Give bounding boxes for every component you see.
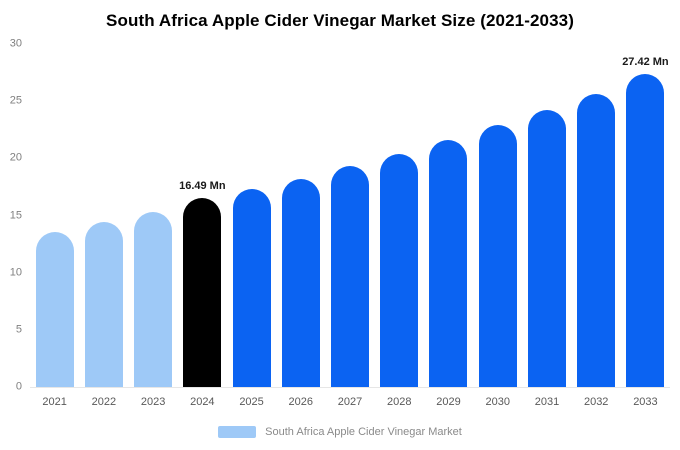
x-tick-label-2032: 2032 bbox=[583, 396, 609, 408]
bar-column-2024: 2024 16.49 Mn bbox=[178, 44, 227, 408]
bar-2027[interactable] bbox=[331, 166, 370, 387]
x-tick-label-2024: 2024 bbox=[190, 396, 215, 408]
x-tick-label-2025: 2025 bbox=[239, 396, 264, 408]
x-tick-label-2027: 2027 bbox=[337, 396, 363, 408]
x-tick-label-2033: 2033 bbox=[633, 396, 658, 408]
bar-2023[interactable] bbox=[134, 212, 173, 387]
bar-column-2031: 2031 bbox=[522, 44, 571, 408]
bar-column-2032: 2032 bbox=[572, 44, 621, 408]
bar-column-2023: 2023 bbox=[128, 44, 177, 408]
bar-column-2028: 2028 bbox=[375, 44, 424, 408]
y-tick-label-25: 25 bbox=[9, 94, 22, 107]
bar-column-2030: 2030 bbox=[473, 44, 522, 408]
bar-2029[interactable] bbox=[429, 140, 468, 387]
bar-2028[interactable] bbox=[380, 153, 419, 387]
x-tick-label-2030: 2030 bbox=[485, 396, 510, 408]
bar-column-2021: 2021 bbox=[30, 44, 79, 408]
x-tick-label-2023: 2023 bbox=[140, 396, 166, 408]
x-tick-label-2022: 2022 bbox=[91, 396, 117, 408]
y-tick-label-30: 30 bbox=[9, 37, 22, 50]
bar-2031[interactable] bbox=[527, 110, 566, 387]
plot-area: 2021 2022 2023 2024 16.49 Mn 2025 2026 2027 2028… bbox=[30, 44, 670, 409]
bar-2030[interactable] bbox=[478, 125, 517, 387]
y-tick-label-5: 5 bbox=[15, 323, 22, 336]
bar-2032[interactable] bbox=[577, 94, 616, 387]
x-tick-label-2029: 2029 bbox=[436, 396, 461, 408]
bar-2033[interactable] bbox=[626, 73, 665, 387]
bar-2024[interactable] bbox=[183, 198, 222, 387]
x-tick-label-2021: 2021 bbox=[42, 396, 67, 408]
chart-title: South Africa Apple Cider Vinegar Market … bbox=[106, 11, 574, 30]
bar-column-2033: 2033 27.42 Mn bbox=[621, 44, 670, 409]
legend[interactable]: South Africa Apple Cider Vinegar Market bbox=[0, 426, 680, 438]
x-tick-label-2026: 2026 bbox=[288, 396, 314, 408]
bar-2021[interactable] bbox=[35, 231, 74, 387]
x-tick-label-2028: 2028 bbox=[387, 396, 412, 408]
bar-2026[interactable] bbox=[281, 178, 320, 387]
bar-2022[interactable] bbox=[84, 221, 123, 387]
bar-column-2026: 2026 bbox=[276, 44, 325, 408]
legend-swatch bbox=[218, 426, 257, 438]
bar-column-2022: 2022 bbox=[79, 44, 128, 408]
bar-value-label-2033: 27.42 Mn bbox=[622, 55, 669, 68]
y-axis: 0 5 10 15 20 25 30 bbox=[0, 38, 24, 392]
bar-column-2029: 2029 bbox=[424, 44, 473, 408]
y-tick-label-20: 20 bbox=[9, 151, 22, 164]
bar-value-label-2024: 16.49 Mn bbox=[179, 180, 226, 193]
bar-column-2025: 2025 bbox=[227, 44, 276, 408]
bar-2025[interactable] bbox=[232, 189, 271, 387]
y-tick-label-0: 0 bbox=[15, 380, 22, 393]
y-tick-label-15: 15 bbox=[9, 209, 22, 221]
y-tick-label-10: 10 bbox=[9, 266, 22, 279]
legend-label: South Africa Apple Cider Vinegar Market bbox=[265, 426, 462, 438]
x-tick-label-2031: 2031 bbox=[534, 396, 560, 408]
bar-column-2027: 2027 bbox=[325, 44, 374, 408]
